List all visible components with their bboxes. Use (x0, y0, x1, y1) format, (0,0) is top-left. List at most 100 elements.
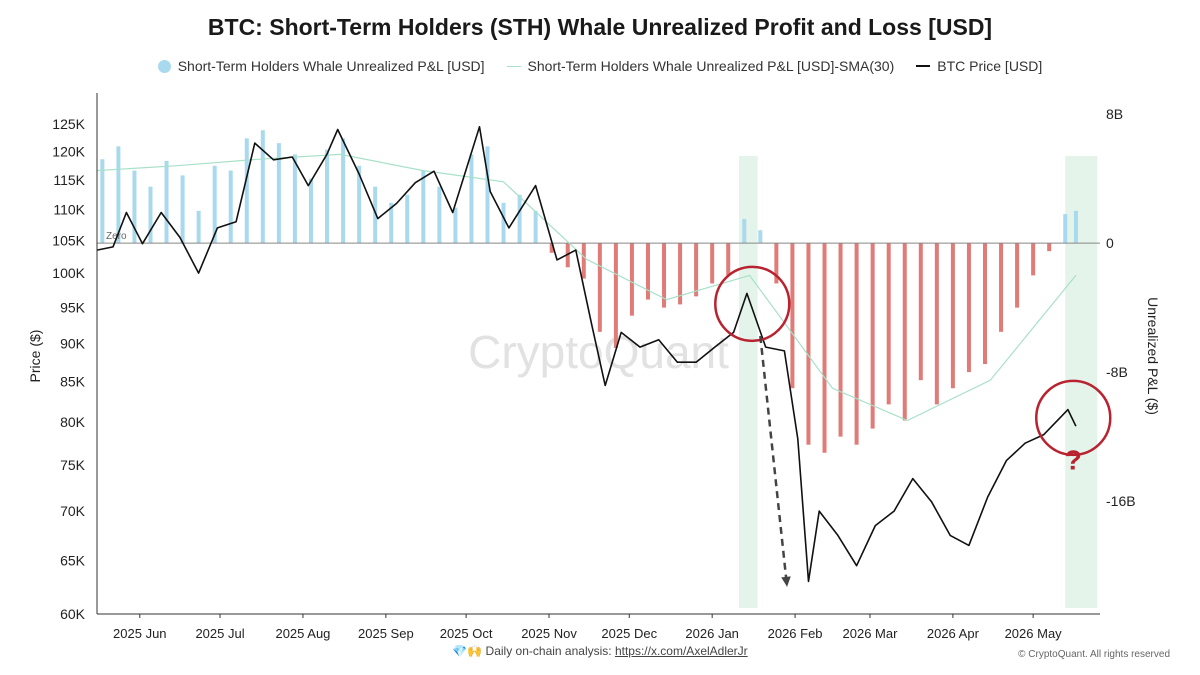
highlight-band-0 (738, 156, 758, 608)
pnl-bar (918, 243, 923, 381)
pnl-bar (212, 165, 217, 244)
pnl-bar (485, 146, 490, 244)
y-right-tick-label: 0 (1106, 235, 1114, 251)
footer: 💎🙌 Daily on-chain analysis: https://x.co… (0, 644, 1200, 658)
pnl-bar (774, 243, 779, 284)
pnl-bar (742, 218, 747, 244)
pnl-bar (758, 230, 763, 244)
pnl-bar (694, 243, 699, 297)
x-tick-label: 2025 Aug (275, 626, 330, 641)
pnl-bar (806, 243, 811, 445)
y-left-tick-label: 90K (60, 335, 86, 351)
x-tick-label: 2025 Sep (358, 626, 414, 641)
pnl-bar (1015, 243, 1020, 308)
chart-legend: Short-Term Holders Whale Unrealized P&L … (0, 58, 1200, 74)
legend-item-btc[interactable]: BTC Price [USD] (916, 58, 1042, 74)
footer-link[interactable]: https://x.com/AxelAdlerJr (614, 644, 748, 658)
pnl-bar (886, 243, 891, 405)
y-left-tick-label: 110K (53, 201, 85, 217)
pnl-bar (678, 243, 683, 305)
y-left-tick-label: 85K (60, 374, 86, 390)
y-left-tick-label: 100K (52, 265, 85, 281)
y-left-tick-label: 75K (60, 457, 86, 473)
pnl-bar (325, 149, 330, 244)
pnl-bar (116, 146, 121, 244)
x-tick-label: 2026 May (1005, 626, 1063, 641)
pnl-bar (645, 243, 650, 300)
pnl-bar (581, 243, 586, 279)
legend-label-sma: Short-Term Holders Whale Unrealized P&L … (527, 58, 895, 74)
pnl-bar (902, 243, 907, 421)
pnl-bar (132, 170, 137, 244)
annotation-circle (714, 265, 791, 343)
pnl-bar (453, 207, 458, 244)
pnl-bar (292, 154, 297, 244)
pnl-bar (629, 243, 634, 316)
legend-item-sma[interactable]: Short-Term Holders Whale Unrealized P&L … (506, 58, 895, 74)
pnl-bar (357, 165, 362, 244)
pnl-bar (613, 243, 618, 348)
pnl-bar (1063, 214, 1068, 244)
pnl-bar (822, 243, 827, 453)
annotation-arrow-head (781, 576, 791, 587)
x-tick-label: 2025 Jul (195, 626, 244, 641)
pnl-bar (100, 159, 105, 244)
pnl-bar (934, 243, 939, 405)
y-left-tick-label: 95K (60, 299, 86, 315)
pnl-bar (389, 202, 394, 244)
y-left-axis-title: Price ($) (27, 330, 43, 383)
pnl-bar (405, 194, 410, 244)
pnl-bar (517, 194, 522, 244)
y-right-tick-label: 8B (1106, 106, 1123, 122)
legend-label-btc: BTC Price [USD] (937, 58, 1043, 74)
watermark-text: CryptoQuant (468, 326, 729, 378)
annotation-circle (1035, 379, 1112, 457)
pnl-bar (501, 202, 506, 244)
pnl-bar (597, 243, 602, 332)
pnl-bar (244, 138, 249, 244)
pnl-bar (950, 243, 955, 389)
annotation-arrow-line (759, 335, 789, 587)
chart-title: BTC: Short-Term Holders (STH) Whale Unre… (207, 14, 993, 40)
pnl-bar (228, 170, 233, 244)
x-tick-label: 2026 Apr (927, 626, 980, 641)
x-tick-label: 2026 Jan (685, 626, 739, 641)
x-tick-label: 2026 Feb (768, 626, 823, 641)
pnl-bar (1073, 210, 1078, 244)
y-left-tick-label: 70K (60, 503, 86, 519)
pnl-bar (373, 186, 378, 244)
footer-text: Daily on-chain analysis: (485, 644, 615, 658)
y-left-tick-label: 65K (60, 553, 86, 569)
pnl-bar (1031, 243, 1036, 276)
pnl-bar (999, 243, 1004, 332)
pnl-bar (308, 178, 313, 244)
pnl-bar (982, 243, 987, 365)
pnl-bar (710, 243, 715, 284)
x-tick-label: 2026 Mar (843, 626, 899, 641)
pnl-bar (854, 243, 859, 445)
y-left-tick-label: 80K (60, 414, 86, 430)
footer-icons: 💎🙌 (452, 644, 483, 658)
pnl-bar (1047, 243, 1052, 252)
x-tick-label: 2025 Dec (601, 626, 657, 641)
pnl-bar (533, 210, 538, 244)
pnl-bar (148, 186, 153, 244)
btc-price-line (96, 126, 1077, 583)
pnl-bar (549, 243, 554, 253)
legend-item-pnl[interactable]: Short-Term Holders Whale Unrealized P&L … (157, 58, 485, 74)
copyright-text: © CryptoQuant. All rights reserved (1018, 649, 1170, 660)
y-left-tick-label: 60K (60, 606, 86, 622)
x-tick-label: 2025 Jun (113, 626, 167, 641)
pnl-bar (870, 243, 875, 429)
y-right-axis-title: Unrealized P&L ($) (1145, 297, 1161, 415)
pnl-bar (421, 170, 426, 244)
pnl-bar (196, 210, 201, 244)
pnl-bar (164, 160, 169, 244)
pnl-bar (565, 243, 570, 268)
y-left-tick-label: 105K (52, 233, 85, 249)
pnl-bar (469, 154, 474, 244)
sma-line (96, 153, 1077, 422)
x-tick-label: 2025 Oct (440, 626, 493, 641)
y-right-tick-label: -16B (1106, 493, 1136, 509)
annotation-question-mark: ? (1065, 445, 1082, 476)
